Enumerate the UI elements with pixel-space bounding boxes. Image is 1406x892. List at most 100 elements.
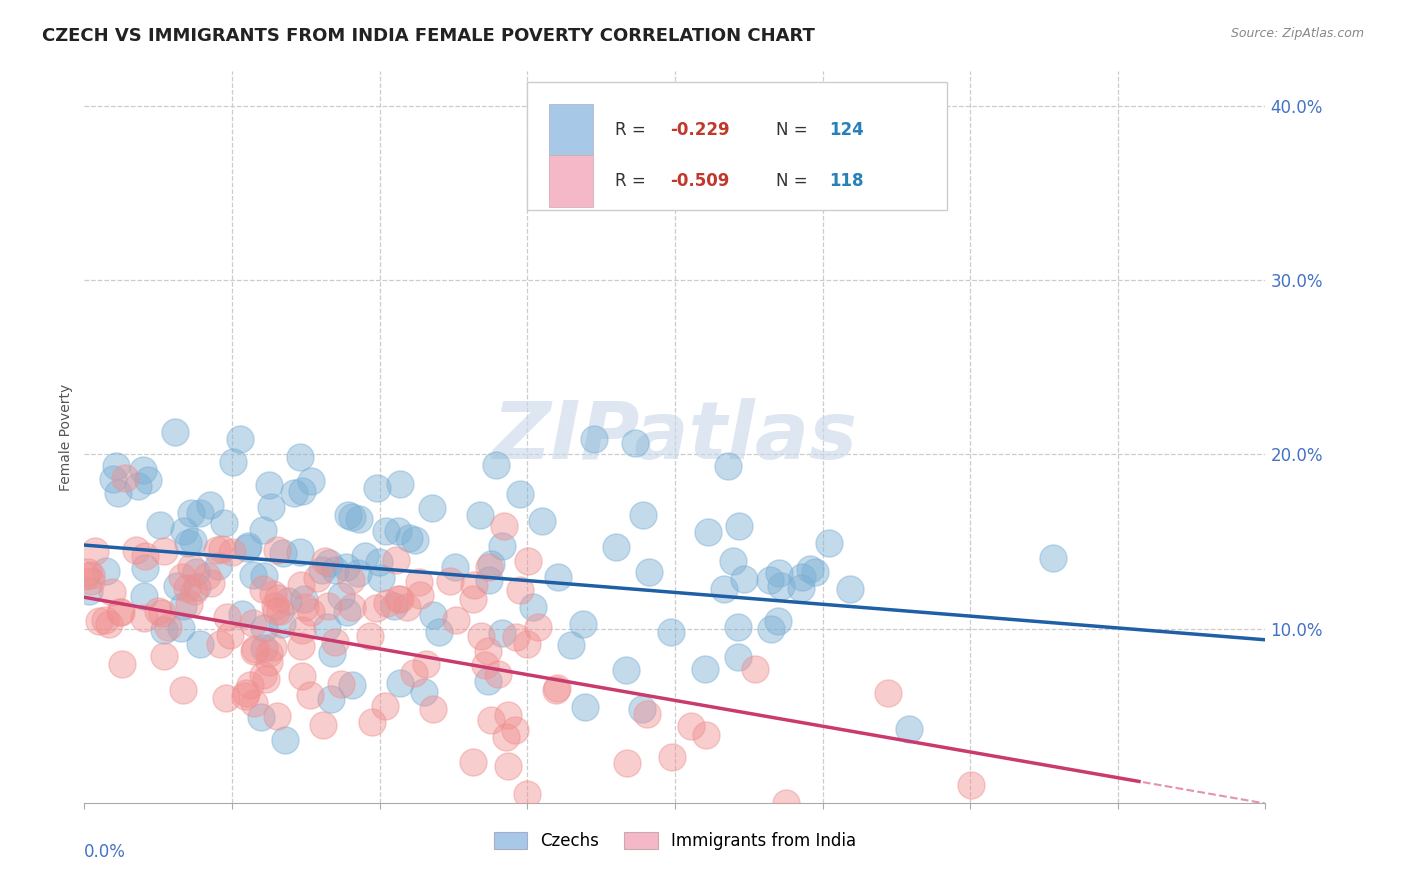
Point (713, 582, 735, 596)
Point (492, 519, 515, 533)
Point (759, 574, 782, 588)
Point (110, 605, 132, 619)
Point (264, 604, 287, 618)
Point (292, 591, 315, 606)
Point (180, 559, 202, 574)
Point (638, 565, 661, 579)
Point (396, 599, 419, 614)
Point (631, 702, 654, 716)
Point (290, 578, 312, 592)
Point (291, 669, 314, 683)
Point (496, 707, 519, 722)
Point (254, 672, 277, 686)
Point (546, 681, 568, 695)
Point (290, 545, 312, 559)
Point (253, 569, 276, 583)
Point (605, 540, 627, 554)
Point (439, 574, 461, 589)
Point (253, 621, 276, 635)
Point (485, 458, 508, 472)
Point (409, 588, 432, 602)
Point (219, 628, 242, 642)
Point (517, 554, 540, 568)
Point (148, 518, 170, 533)
Point (217, 610, 239, 624)
Point (80, 574, 103, 589)
Point (347, 512, 370, 526)
Text: CZECH VS IMMIGRANTS FROM INDIA FEMALE POVERTY CORRELATION CHART: CZECH VS IMMIGRANTS FROM INDIA FEMALE PO… (42, 27, 815, 45)
Point (359, 629, 381, 643)
Point (104, 458, 127, 473)
Point (616, 756, 638, 770)
Point (299, 605, 322, 619)
Point (242, 615, 264, 630)
Text: -0.509: -0.509 (671, 172, 730, 190)
Point (330, 589, 353, 603)
Point (183, 583, 205, 598)
Point (228, 432, 250, 446)
Point (114, 471, 136, 485)
Point (294, 599, 316, 614)
Point (679, 719, 702, 733)
Point (463, 755, 485, 769)
Point (307, 571, 329, 585)
Point (262, 587, 284, 601)
Point (522, 599, 544, 614)
Point (77, 583, 100, 598)
Point (420, 500, 443, 515)
Point (176, 581, 198, 595)
Point (792, 570, 814, 584)
Point (759, 622, 782, 636)
Point (336, 508, 359, 523)
Point (252, 668, 274, 682)
Point (172, 682, 194, 697)
Point (697, 524, 720, 539)
Point (446, 613, 468, 627)
Point (367, 556, 389, 570)
Point (516, 637, 538, 651)
Point (257, 646, 280, 660)
Point (583, 432, 606, 446)
Point (340, 600, 363, 615)
Point (470, 508, 492, 523)
Point (614, 663, 637, 677)
Point (717, 459, 740, 474)
Point (661, 750, 683, 764)
Point (624, 436, 647, 450)
Point (180, 506, 202, 520)
Point (898, 722, 921, 736)
Point (336, 605, 359, 619)
Point (509, 583, 531, 598)
Point (495, 731, 517, 745)
Point (94, 564, 117, 578)
Point (166, 579, 188, 593)
Point (505, 723, 527, 738)
Point (547, 570, 569, 584)
Point (177, 597, 200, 611)
Text: Source: ZipAtlas.com: Source: ZipAtlas.com (1230, 27, 1364, 40)
Point (477, 643, 499, 657)
Point (695, 661, 717, 675)
Point (727, 620, 749, 634)
Point (335, 560, 357, 574)
Text: 118: 118 (830, 172, 865, 190)
Point (768, 566, 790, 580)
Point (243, 642, 266, 657)
Point (385, 553, 408, 567)
Point (233, 689, 256, 703)
Point (134, 589, 156, 603)
Point (463, 591, 485, 606)
Point (252, 582, 274, 596)
Point (478, 573, 501, 587)
Point (212, 516, 235, 531)
Point (636, 707, 658, 722)
Point (775, 796, 797, 810)
Point (340, 678, 363, 692)
Point (340, 573, 363, 587)
Point (790, 581, 813, 595)
Point (404, 533, 426, 548)
Text: ZIPatlas: ZIPatlas (492, 398, 858, 476)
Point (221, 455, 243, 469)
Point (631, 508, 654, 522)
Point (838, 582, 860, 597)
